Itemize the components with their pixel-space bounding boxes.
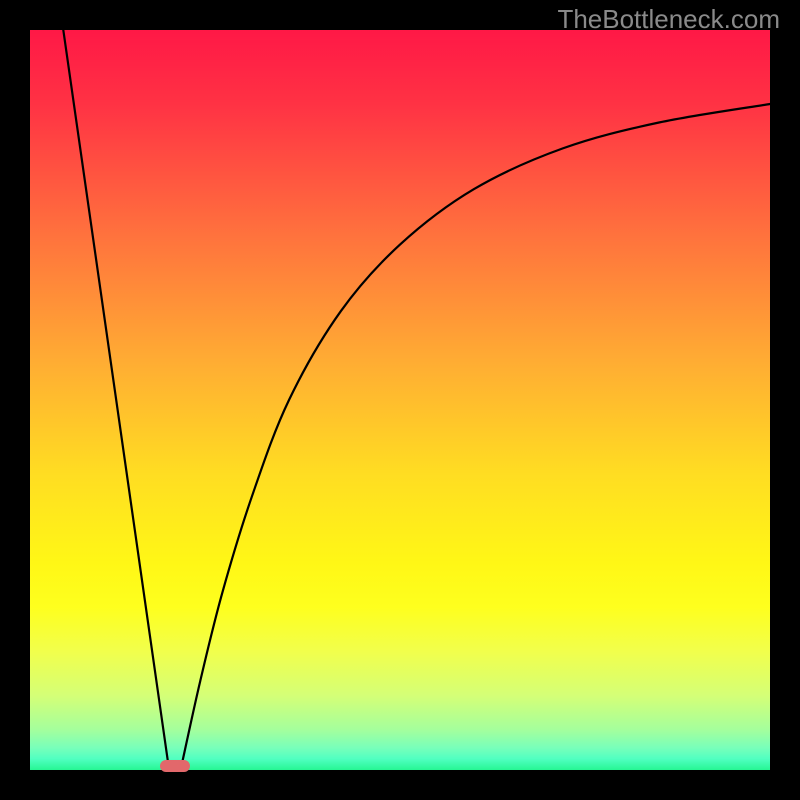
chart-container: TheBottleneck.com [0, 0, 800, 800]
minimum-marker [160, 760, 190, 772]
curve-plot [0, 0, 800, 800]
watermark-text: TheBottleneck.com [557, 4, 780, 35]
